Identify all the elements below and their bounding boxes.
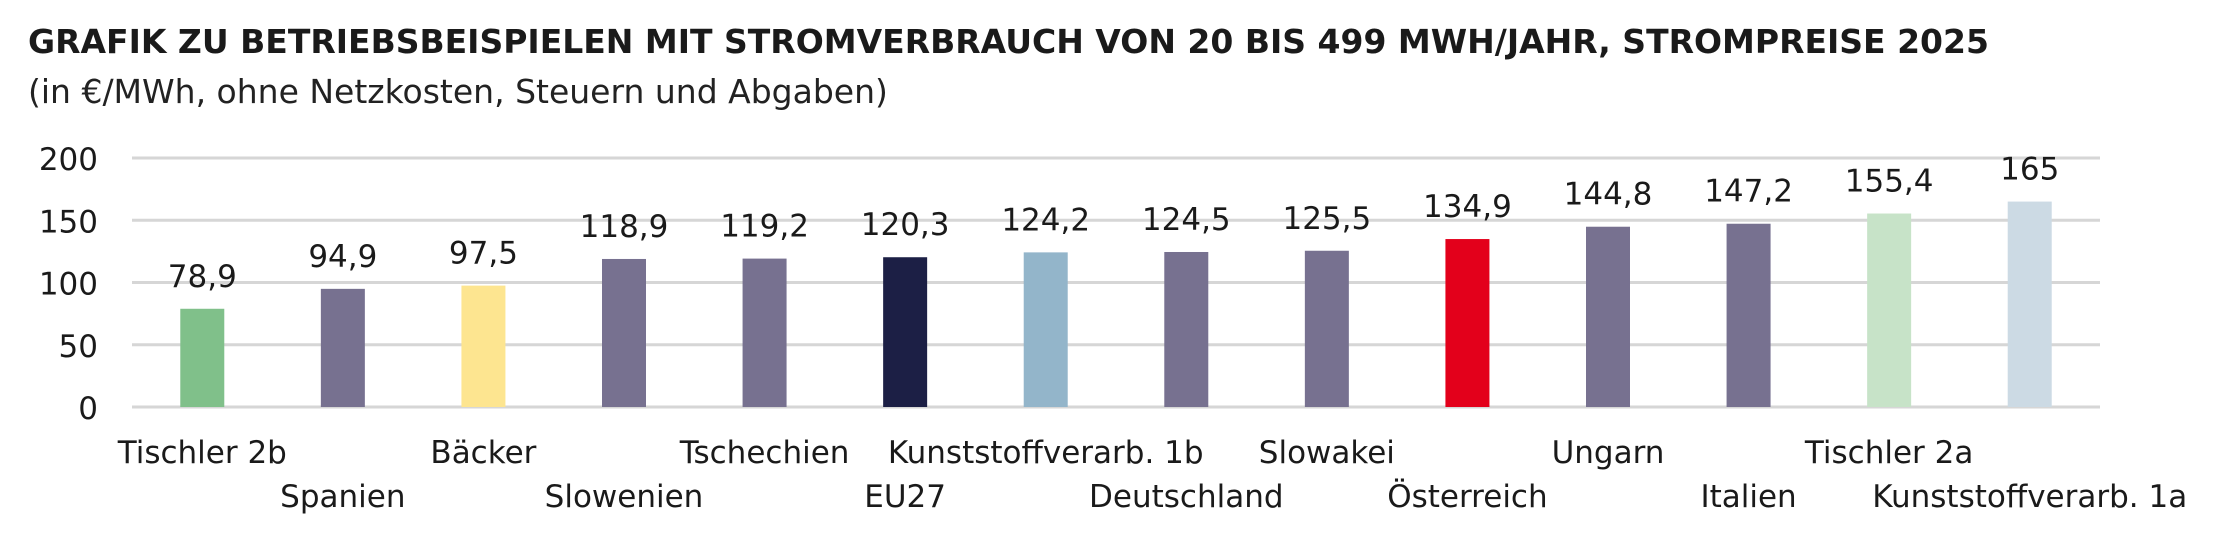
x-category-label: Kunststoffverarb. 1b bbox=[888, 435, 1204, 471]
bar-value-label: 147,2 bbox=[1704, 174, 1793, 210]
bar-value-label: 118,9 bbox=[580, 209, 669, 245]
bar-value-label: 97,5 bbox=[449, 236, 518, 272]
bar bbox=[1164, 251, 1209, 407]
bar bbox=[1304, 250, 1349, 407]
x-category-label: Slowakei bbox=[1259, 435, 1395, 471]
bar-value-label: 94,9 bbox=[308, 239, 377, 275]
bar-value-label: 120,3 bbox=[861, 207, 950, 243]
bar bbox=[2007, 201, 2052, 407]
bar-value-label: 155,4 bbox=[1845, 164, 1934, 200]
x-category-label: Tschechien bbox=[679, 435, 850, 471]
bar bbox=[320, 288, 365, 407]
bar-value-label: 124,5 bbox=[1142, 202, 1231, 238]
bar-value-label: 119,2 bbox=[720, 209, 809, 245]
bar bbox=[461, 285, 506, 407]
y-tick-label: 100 bbox=[39, 267, 98, 303]
x-category-label: EU27 bbox=[864, 479, 946, 515]
bar-value-label: 165 bbox=[2000, 152, 2059, 188]
bar bbox=[1445, 239, 1490, 407]
y-axis-ticks: 0 50 100 150 200 bbox=[39, 142, 98, 427]
bar bbox=[742, 258, 787, 407]
bar-value-label: 78,9 bbox=[168, 259, 237, 295]
bar-value-label: 134,9 bbox=[1423, 189, 1512, 225]
x-category-label: Slowenien bbox=[545, 479, 704, 515]
bar bbox=[1867, 213, 1912, 407]
x-category-label: Italien bbox=[1700, 479, 1796, 515]
x-category-label: Tischler 2a bbox=[1804, 435, 1973, 471]
bars bbox=[180, 201, 2052, 407]
x-category-label: Kunststoffverarb. 1a bbox=[1872, 479, 2187, 515]
value-labels: 78,9 94,9 97,5 118,9 119,2 120,3 124,2 124,5 125… bbox=[168, 152, 2060, 295]
chart-subtitle: (in €/MWh, ohne Netzkosten, Steuern und … bbox=[28, 72, 888, 111]
bar bbox=[1726, 223, 1771, 407]
bar bbox=[602, 258, 646, 407]
bar bbox=[1023, 252, 1068, 407]
chart-title: GRAFIK ZU BETRIEBSBEISPIELEN MIT STROMVE… bbox=[28, 22, 1989, 61]
x-category-label: Spanien bbox=[280, 479, 405, 515]
bar-value-label: 125,5 bbox=[1282, 201, 1371, 237]
x-category-label: Österreich bbox=[1387, 478, 1547, 515]
bar bbox=[180, 308, 225, 407]
x-category-label: Ungarn bbox=[1552, 435, 1665, 471]
bar-value-label: 124,2 bbox=[1001, 202, 1090, 238]
y-tick-label: 50 bbox=[59, 329, 98, 365]
y-tick-label: 200 bbox=[39, 142, 98, 178]
bar-value-label: 144,8 bbox=[1564, 177, 1653, 213]
x-category-label: Bäcker bbox=[430, 435, 536, 471]
x-category-label: Deutschland bbox=[1089, 479, 1284, 515]
y-tick-label: 150 bbox=[39, 204, 98, 240]
gridlines bbox=[132, 156, 2100, 409]
bar bbox=[883, 257, 928, 407]
y-tick-label: 0 bbox=[78, 391, 98, 427]
bar bbox=[1586, 226, 1630, 407]
x-category-label: Tischler 2b bbox=[117, 435, 287, 471]
